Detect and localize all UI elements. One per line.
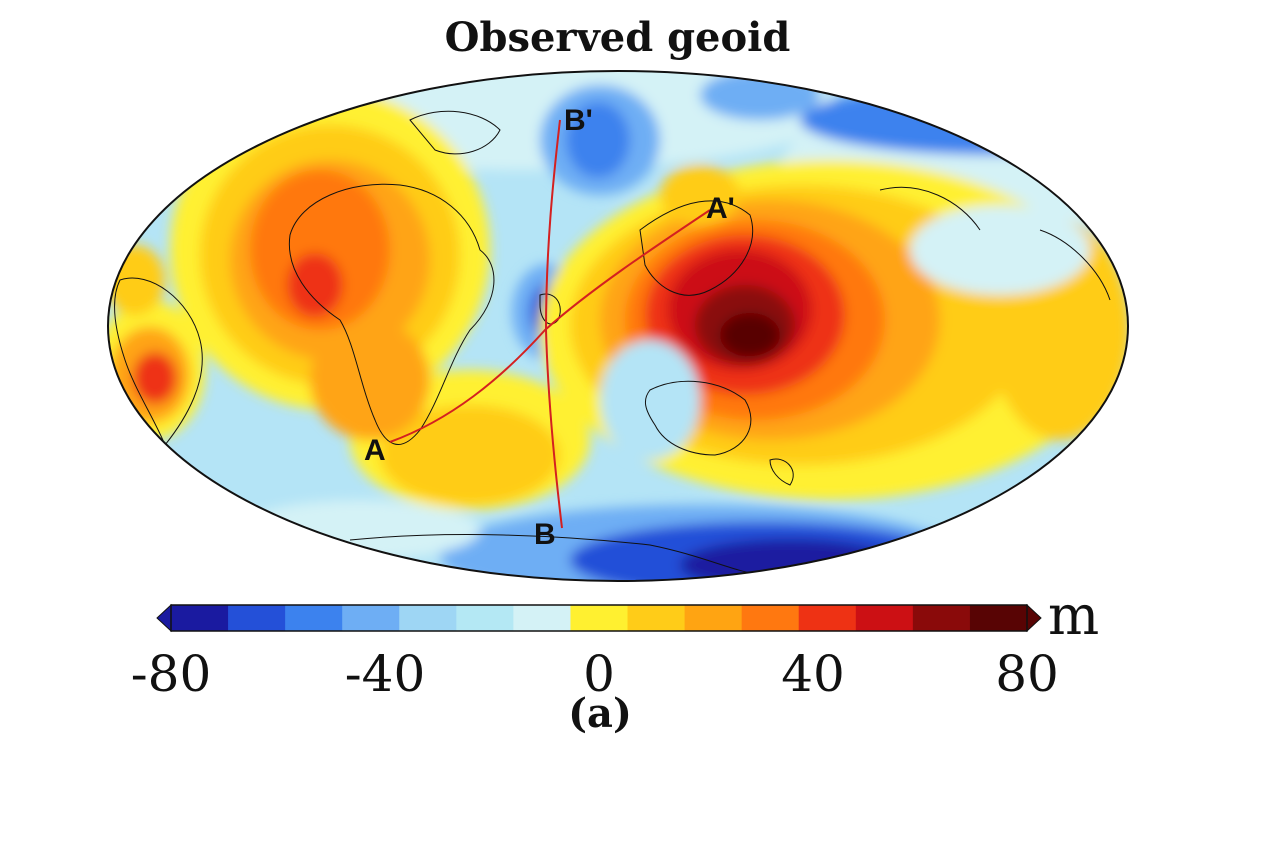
- profile-a-end-label: A': [706, 192, 735, 225]
- colorbar-segment: [285, 605, 343, 631]
- colorbar-tick: -40: [344, 645, 426, 703]
- colorbar-segment: [627, 605, 686, 631]
- profile-line-b: [544, 119, 563, 529]
- colorbar-segment: [399, 605, 457, 631]
- colorbar-segment: [969, 605, 1028, 631]
- colorbar-unit: m: [1048, 584, 1100, 647]
- chart-title: Observed geoid: [444, 14, 791, 61]
- globe-outline: [107, 70, 1129, 582]
- colorbar-tick: 80: [995, 645, 1059, 703]
- colorbar-segment: [855, 605, 914, 631]
- colorbar-segment: [342, 605, 400, 631]
- colorbar-max-arrow: [1026, 603, 1042, 633]
- profile-a-start-label: A: [364, 434, 386, 467]
- colorbar-segment: [798, 605, 857, 631]
- panel-label: (a): [568, 690, 632, 737]
- colorbar: [156, 603, 1042, 633]
- colorbar-segment: [228, 605, 286, 631]
- colorbar-tick: 0: [583, 645, 615, 703]
- geoid-field: [108, 71, 1128, 581]
- colorbar-segment: [456, 605, 514, 631]
- colorbar-min-arrow: [156, 603, 172, 633]
- colorbar-segment: [684, 605, 743, 631]
- colorbar-segment: [171, 605, 229, 631]
- colorbar-segment: [513, 605, 571, 631]
- colorbar-frame: [170, 604, 1028, 632]
- colorbar-segment: [570, 605, 629, 631]
- profile-b-end-label: B': [564, 104, 593, 137]
- colorbar-segment: [741, 605, 800, 631]
- colorbar-tick: 40: [781, 645, 845, 703]
- colorbar-segment: [912, 605, 971, 631]
- profile-b-start-label: B: [534, 518, 556, 551]
- colorbar-tick: -80: [130, 645, 212, 703]
